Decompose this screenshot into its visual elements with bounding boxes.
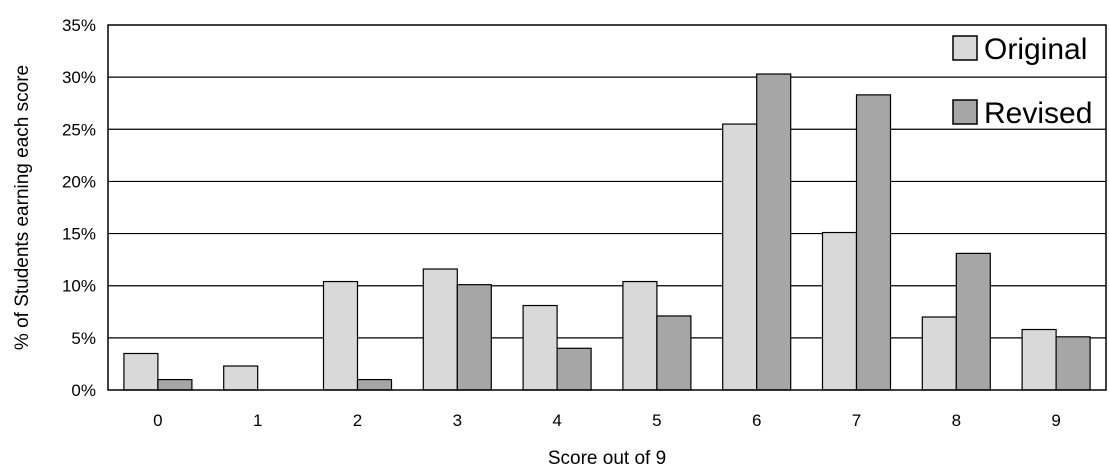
y-tick-label: 5% xyxy=(71,329,96,348)
bar-original-5 xyxy=(622,280,658,391)
bar-original-6 xyxy=(722,123,758,391)
bar-revised-4 xyxy=(556,347,592,391)
bar-original-1 xyxy=(223,365,259,391)
plot-area-frame xyxy=(107,24,1107,391)
bar-original-7 xyxy=(821,231,858,391)
bar-original-0 xyxy=(123,352,159,391)
bar-revised-6 xyxy=(756,73,792,391)
x-axis-tick-labels: 0 1 2 3 4 5 6 7 8 9 xyxy=(153,411,1061,430)
y-tick-label: 10% xyxy=(62,277,96,296)
bar-revised-3 xyxy=(456,284,492,391)
x-axis-title: Score out of 9 xyxy=(548,448,666,469)
legend-swatch-original xyxy=(952,35,978,61)
x-tick-label: 7 xyxy=(852,411,861,430)
legend: Original Revised xyxy=(952,33,1092,130)
bar-original-3 xyxy=(422,268,458,391)
bar-revised-0 xyxy=(157,378,193,391)
bar-revised-9 xyxy=(1055,336,1091,391)
bar-revised-2 xyxy=(356,378,393,391)
bar-revised-7 xyxy=(855,94,892,391)
bar-original-4 xyxy=(522,304,558,391)
y-tick-label: 35% xyxy=(62,16,96,35)
x-tick-label: 9 xyxy=(1051,411,1060,430)
bar-original-2 xyxy=(322,280,359,391)
x-tick-label: 1 xyxy=(253,411,262,430)
x-tick-label: 3 xyxy=(453,411,462,430)
legend-swatch-revised xyxy=(952,99,978,125)
bar-original-8 xyxy=(921,316,957,391)
bar-revised-8 xyxy=(955,252,991,391)
x-tick-label: 2 xyxy=(353,411,362,430)
y-tick-label: 0% xyxy=(71,381,96,400)
y-tick-label: 15% xyxy=(62,225,96,244)
x-tick-label: 4 xyxy=(552,411,561,430)
y-tick-label: 25% xyxy=(62,120,96,139)
bar-revised-5 xyxy=(656,315,692,391)
bars xyxy=(123,73,1091,391)
y-axis-title: % of Students earning each score xyxy=(12,65,33,350)
x-tick-label: 6 xyxy=(752,411,761,430)
y-axis-tick-labels: 0% 5% 10% 15% 20% 25% 30% 35% xyxy=(62,16,96,400)
x-tick-label: 8 xyxy=(952,411,961,430)
x-tick-label: 0 xyxy=(153,411,162,430)
y-tick-label: 20% xyxy=(62,172,96,191)
y-tick-label: 30% xyxy=(62,68,96,87)
bar-original-9 xyxy=(1021,328,1057,391)
legend-label-revised: Revised xyxy=(984,97,1092,130)
x-tick-label: 5 xyxy=(652,411,661,430)
legend-label-original: Original xyxy=(984,33,1087,66)
